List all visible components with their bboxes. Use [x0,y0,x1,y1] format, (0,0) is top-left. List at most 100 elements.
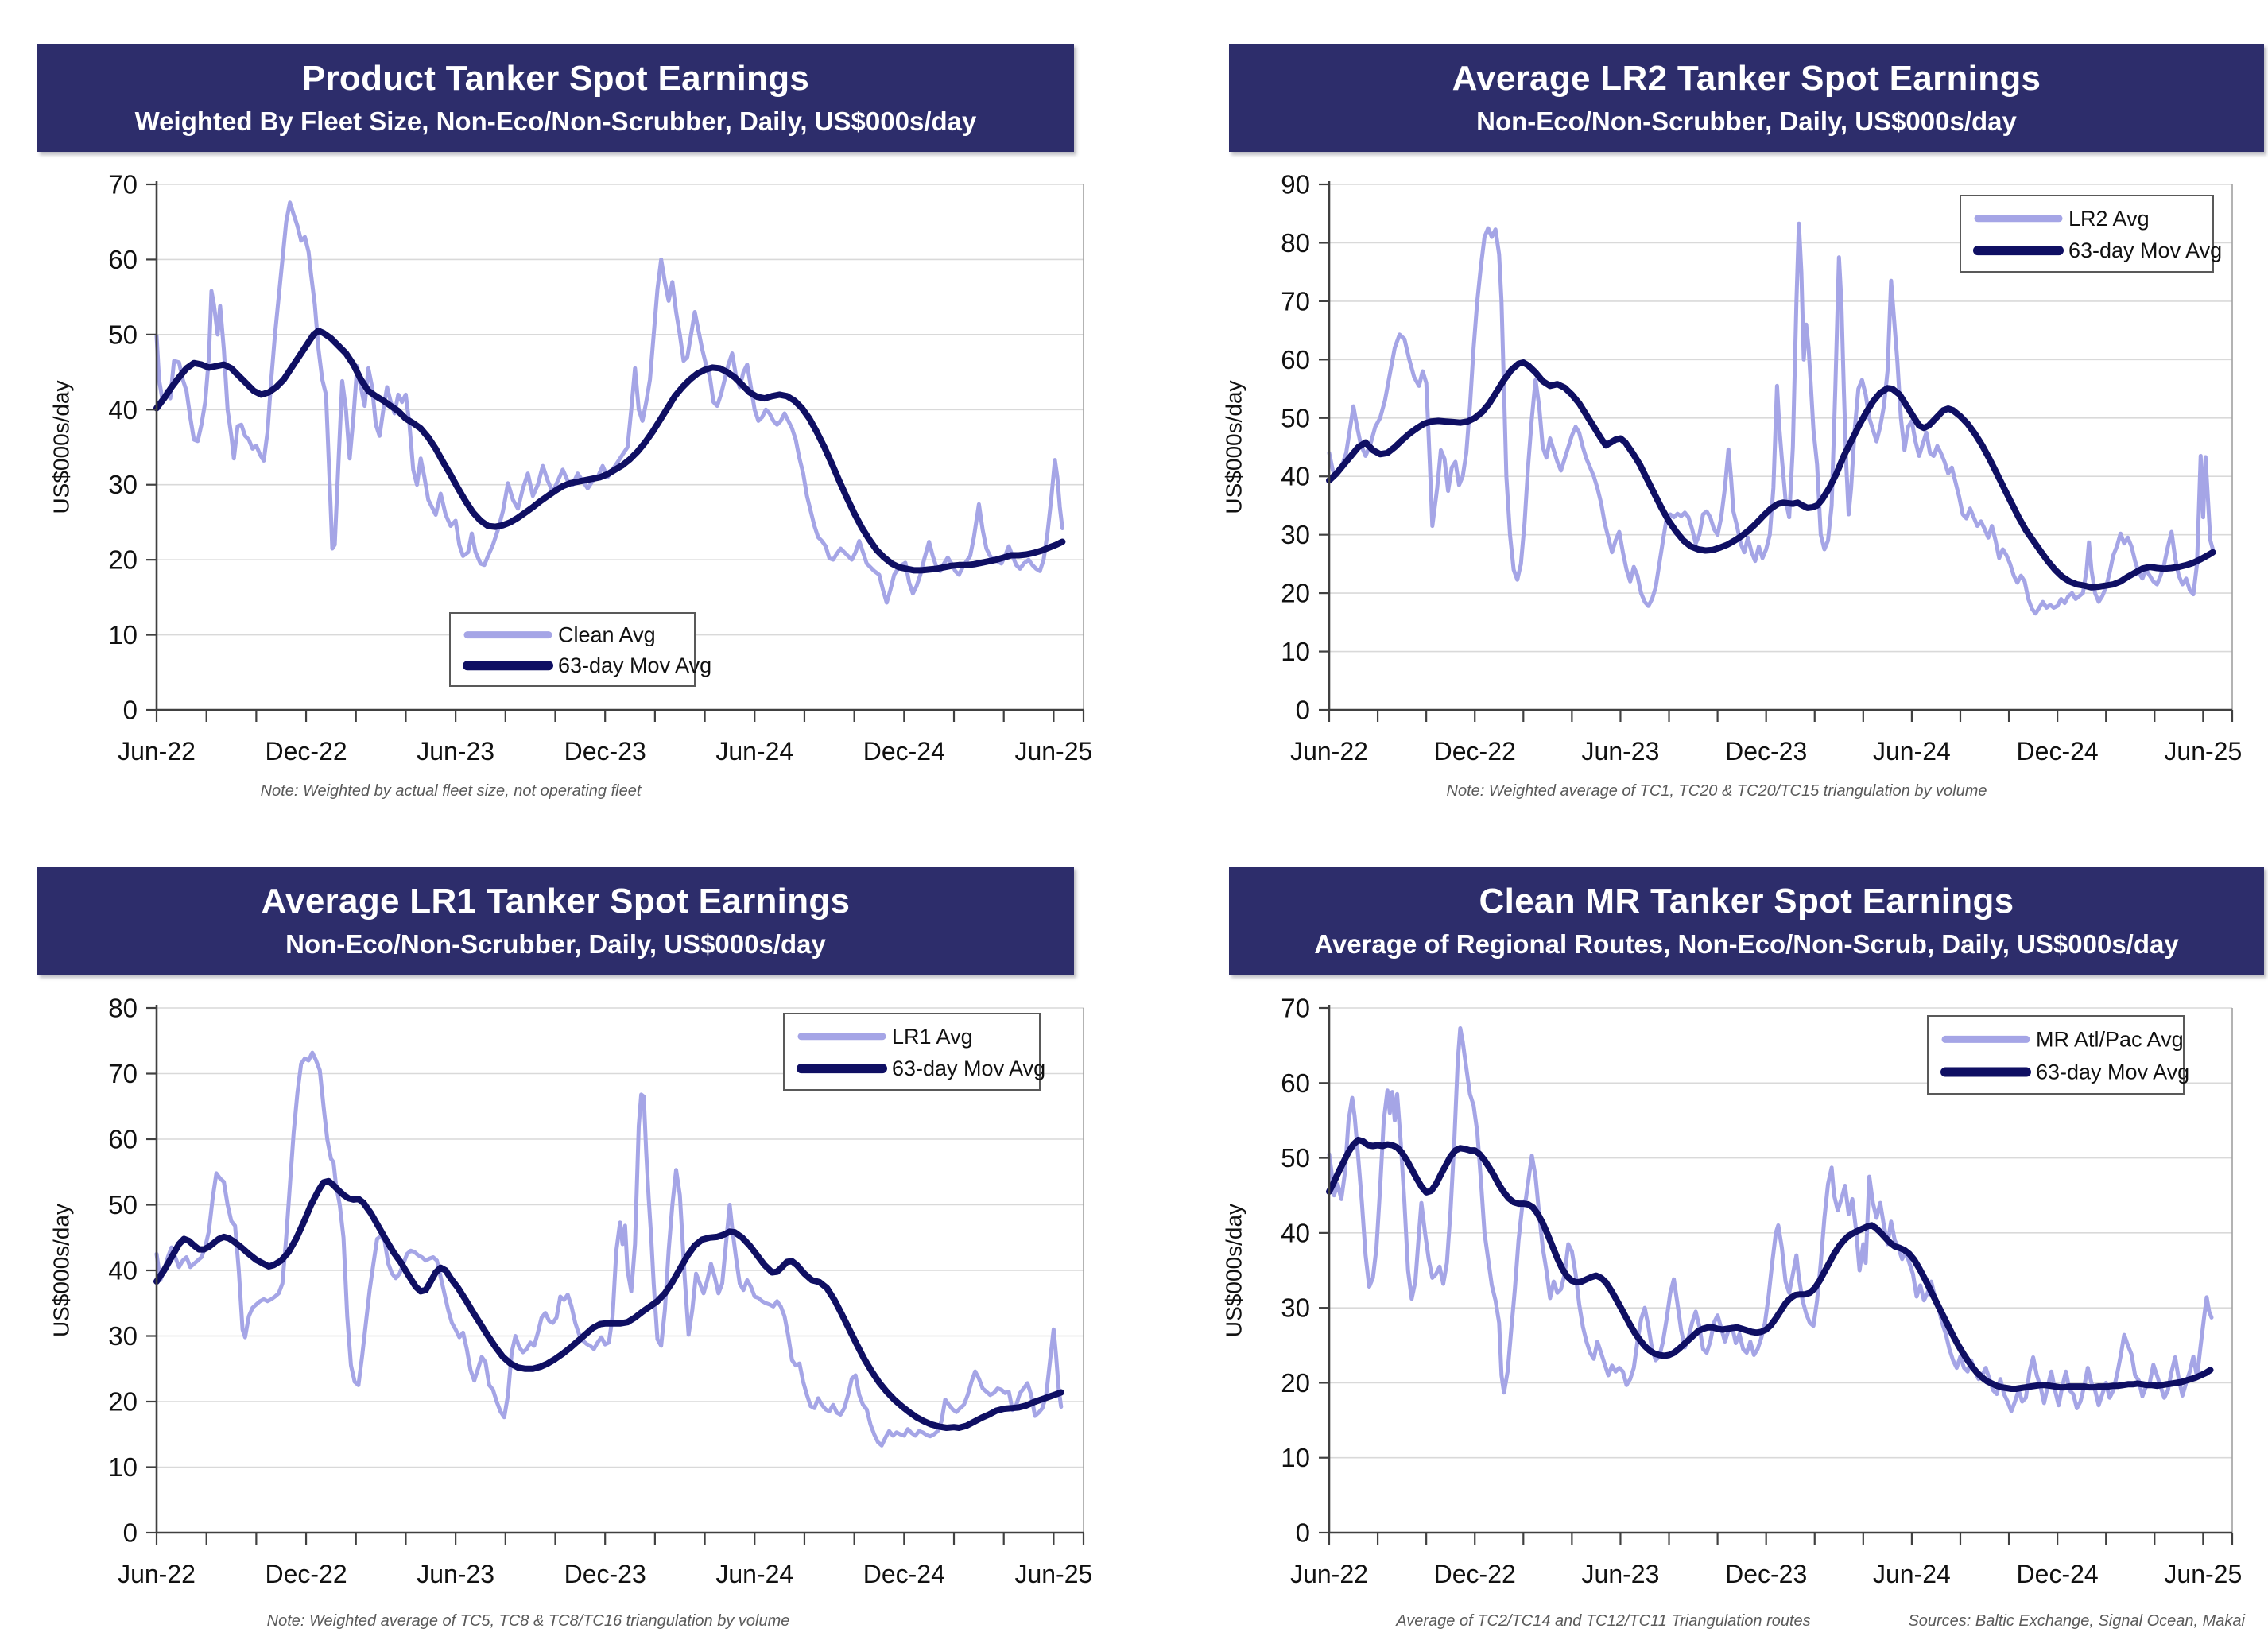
svg-text:10: 10 [108,620,138,649]
axes [1319,1005,2234,1545]
series-lr1-avg [154,1050,1064,1448]
svg-text:Dec-23: Dec-23 [1725,1560,1807,1588]
svg-text:70: 70 [1281,286,1310,316]
chart-subtitle: Average of Regional Routes, Non-Eco/Non-… [1314,929,2179,959]
svg-text:Jun-22: Jun-22 [1290,1560,1368,1588]
svg-text:50: 50 [1281,403,1310,432]
chart-title: Product Tanker Spot Earnings [301,59,810,98]
svg-text:MR Atl/Pac Avg: MR Atl/Pac Avg [2036,1027,2184,1051]
svg-text:Jun-24: Jun-24 [715,1560,793,1588]
lr1-chart-header: Average LR1 Tanker Spot Earnings Non-Eco… [37,867,1074,975]
svg-text:Dec-24: Dec-24 [2017,1560,2099,1588]
chart-title: Average LR1 Tanker Spot Earnings [261,882,851,921]
svg-text:0: 0 [123,696,138,725]
svg-text:80: 80 [108,994,138,1023]
lr2-chart-canvas: 0 10 20 30 40 50 60 70 80 90 Jun-22 Dec-22 Jun-23 Dec… [1222,170,2243,766]
svg-text:63-day Mov Avg: 63-day Mov Avg [2068,238,2222,262]
series-lines [1326,1026,2214,1413]
svg-text:Jun-25: Jun-25 [2164,737,2242,766]
legend: LR1 Avg 63-day Mov Avg [783,1013,1045,1091]
svg-text:Jun-25: Jun-25 [1014,1560,1092,1588]
y-axis-label: US$000s/day [1222,1204,1246,1337]
product-tanker-chart-header: Product Tanker Spot Earnings Weighted By… [37,44,1074,152]
svg-text:30: 30 [1281,520,1310,549]
chart-title: Average LR2 Tanker Spot Earnings [1452,59,2041,98]
product-tanker-chart-note: Note: Weighted by actual fleet size, not… [260,782,642,800]
svg-text:Dec-22: Dec-22 [1434,737,1516,766]
svg-text:Jun-24: Jun-24 [715,737,793,766]
lr2-chart-header: Average LR2 Tanker Spot Earnings Non-Eco… [1229,44,2264,152]
chart-subtitle: Non-Eco/Non-Scrubber, Daily, US$000s/day [285,929,826,959]
svg-text:Jun-22: Jun-22 [1290,737,1368,766]
svg-text:40: 40 [108,395,138,425]
series-63-day-mov-avg [1326,1136,2214,1392]
tick-labels: 0 10 20 30 40 50 60 70 Jun-22 Dec-22 Jun-23 Dec-23 J… [108,170,1092,766]
svg-text:Jun-23: Jun-23 [1582,737,1660,766]
svg-text:Jun-25: Jun-25 [1014,737,1092,766]
svg-text:50: 50 [1281,1143,1310,1173]
tick-labels: 0 10 20 30 40 50 60 70 Jun-22 Dec-22 Jun-23 Dec-23 J… [1281,994,2242,1589]
svg-text:Dec-22: Dec-22 [265,1560,347,1588]
svg-text:60: 60 [1281,345,1310,374]
svg-text:20: 20 [1281,1368,1310,1398]
svg-text:0: 0 [1296,696,1310,725]
svg-text:Jun-23: Jun-23 [1582,1560,1660,1588]
svg-text:Dec-23: Dec-23 [564,737,646,766]
axes [146,181,1085,722]
svg-text:63-day Mov Avg: 63-day Mov Avg [2036,1060,2189,1084]
y-axis-label: US$000s/day [49,1204,74,1337]
svg-text:Dec-24: Dec-24 [863,737,945,766]
series-63-day-mov-avg [1326,359,2216,591]
svg-text:0: 0 [123,1518,138,1548]
svg-text:40: 40 [108,1256,138,1285]
chart-subtitle: Weighted By Fleet Size, Non-Eco/Non-Scru… [134,107,977,136]
series-lines [153,1050,1064,1448]
svg-text:70: 70 [108,170,138,200]
svg-text:60: 60 [108,245,138,274]
svg-text:90: 90 [1281,170,1310,200]
svg-text:70: 70 [108,1059,138,1088]
svg-text:40: 40 [1281,1218,1310,1247]
svg-text:Dec-23: Dec-23 [1725,737,1807,766]
svg-text:0: 0 [1296,1518,1310,1548]
mr-chart-header: Clean MR Tanker Spot Earnings Average of… [1229,867,2264,975]
svg-text:63-day Mov Avg: 63-day Mov Avg [558,653,711,677]
axes [1319,181,2234,722]
svg-text:50: 50 [108,320,138,349]
legend: MR Atl/Pac Avg 63-day Mov Avg [1927,1015,2189,1095]
series-mr-atl-pac-avg [1327,1026,2214,1413]
product-tanker-chart-canvas: 0 10 20 30 40 50 60 70 Jun-22 Dec-22 Jun-23 Dec-23 J… [49,170,1093,766]
svg-text:30: 30 [108,470,138,499]
svg-text:10: 10 [1281,1443,1310,1472]
series-clean-avg [154,200,1064,605]
svg-text:LR2 Avg: LR2 Avg [2068,207,2150,231]
svg-text:30: 30 [108,1321,138,1351]
svg-text:10: 10 [108,1452,138,1482]
svg-text:Dec-23: Dec-23 [564,1560,646,1588]
tick-labels: 0 10 20 30 40 50 60 70 80 90 Jun-22 Dec-22 Jun-23 Dec… [1281,170,2242,766]
lr2-chart-note: Note: Weighted average of TC1, TC20 & TC… [1446,782,1987,800]
svg-text:10: 10 [1281,637,1310,666]
svg-text:50: 50 [108,1190,138,1219]
svg-text:80: 80 [1281,228,1310,258]
svg-text:40: 40 [1281,462,1310,491]
legend: LR2 Avg 63-day Mov Avg [1960,195,2222,273]
svg-text:60: 60 [108,1125,138,1154]
svg-text:20: 20 [108,1387,138,1417]
lr1-chart-canvas: 0 10 20 30 40 50 60 70 80 Jun-22 Dec-22 Jun-23 Dec-2… [49,994,1093,1589]
svg-text:LR1 Avg: LR1 Avg [892,1025,973,1049]
svg-text:Dec-24: Dec-24 [2017,737,2099,766]
svg-text:20: 20 [1281,579,1310,608]
svg-text:Jun-24: Jun-24 [1873,1560,1951,1588]
svg-text:Dec-22: Dec-22 [1434,1560,1516,1588]
series-lines [1326,221,2216,616]
svg-text:Jun-22: Jun-22 [118,1560,196,1588]
tick-labels: 0 10 20 30 40 50 60 70 80 Jun-22 Dec-22 Jun-23 Dec-2… [108,994,1092,1589]
mr-chart-canvas: 0 10 20 30 40 50 60 70 Jun-22 Dec-22 Jun-23 Dec-23 J… [1222,994,2243,1589]
svg-text:60: 60 [1281,1068,1310,1098]
svg-text:30: 30 [1281,1293,1310,1323]
svg-text:70: 70 [1281,994,1310,1023]
series-63-day-mov-avg [153,1177,1064,1431]
y-axis-label: US$000s/day [49,380,74,514]
